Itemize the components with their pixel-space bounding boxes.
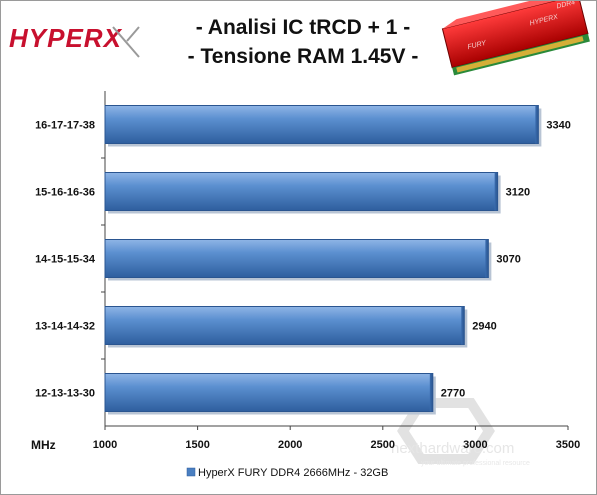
bar-end-cap bbox=[429, 373, 433, 412]
x-tick-label: 3000 bbox=[463, 439, 487, 451]
data-label: 2770 bbox=[441, 388, 465, 400]
category-label: 16-17-17-38 bbox=[35, 120, 95, 132]
legend: HyperX FURY DDR4 2666MHz - 32GB bbox=[186, 467, 388, 479]
legend-label: HyperX FURY DDR4 2666MHz - 32GB bbox=[198, 467, 388, 479]
category-label: 14-15-15-34 bbox=[35, 254, 96, 266]
x-tick-label: 1000 bbox=[93, 439, 117, 451]
category-label: 12-13-13-30 bbox=[35, 388, 95, 400]
bar-end-cap bbox=[535, 105, 539, 144]
bar-end-cap bbox=[494, 172, 498, 211]
chart-title-line-2: - Tensione RAM 1.45V - bbox=[188, 45, 419, 68]
bar bbox=[104, 105, 539, 144]
data-label: 3340 bbox=[546, 120, 570, 132]
x-tick-label: 3500 bbox=[556, 439, 580, 451]
x-axis-unit-label: MHz bbox=[31, 438, 56, 452]
ram-label-ddr4: DDR4 bbox=[556, 1, 576, 10]
data-label: 3120 bbox=[506, 187, 530, 199]
data-label: 3070 bbox=[496, 254, 520, 266]
hyperx-logo-text: HYPERX bbox=[9, 23, 123, 53]
hyperx-x-mark-icon bbox=[112, 26, 140, 58]
plot-area: 1000 1500 2000 2500 3000 3500 16-17-17-38 3340 1… bbox=[35, 91, 580, 451]
watermark-subtext: your ultimate professional resource bbox=[421, 460, 530, 467]
x-tick-label: 2000 bbox=[278, 439, 302, 451]
chart-title-line-1: - Analisi IC tRCD + 1 - bbox=[196, 16, 411, 39]
data-label: 2940 bbox=[472, 321, 496, 333]
bar bbox=[104, 373, 434, 412]
bar bbox=[104, 239, 489, 278]
bar-end-cap bbox=[485, 239, 489, 278]
ram-module-image: FURY HYPERX DDR4 bbox=[441, 1, 590, 76]
nexthardware-watermark: nexthardware.com your ultimate professio… bbox=[391, 398, 530, 467]
category-label: 15-16-16-36 bbox=[35, 187, 95, 199]
ram-label-fury: FURY bbox=[467, 39, 488, 51]
bar bbox=[104, 306, 465, 345]
watermark-text: nexthardware.com bbox=[391, 440, 514, 457]
bar bbox=[104, 172, 499, 211]
legend-swatch bbox=[186, 467, 196, 477]
category-label: 13-14-14-32 bbox=[35, 321, 95, 333]
x-tick-label: 1500 bbox=[185, 439, 209, 451]
hyperx-logo: HYPERX bbox=[9, 23, 140, 58]
x-tick-label: 2500 bbox=[371, 439, 395, 451]
bar-end-cap bbox=[461, 306, 465, 345]
